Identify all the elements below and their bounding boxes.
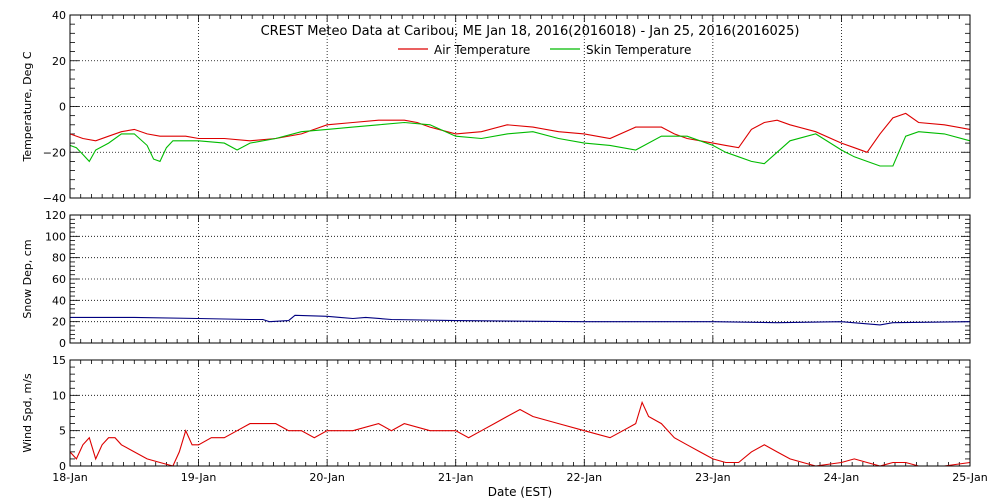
chart-title: CREST Meteo Data at Caribou, ME Jan 18, …	[261, 24, 800, 39]
y-axis-label: Wind Spd, m/s	[21, 373, 34, 453]
series-line-1-1	[69, 112, 971, 153]
y-tick-label: 80	[52, 252, 66, 265]
y-tick-label: −20	[43, 146, 66, 159]
y-tick-label: 40	[52, 294, 66, 307]
y-tick-label: 0	[59, 101, 66, 114]
y-tick-label: 20	[52, 316, 66, 329]
y-tick-label: 60	[52, 273, 66, 286]
y-tick-label: 5	[59, 425, 66, 438]
plot-frame	[69, 359, 971, 467]
y-tick-label: −40	[43, 192, 66, 205]
plot-frame	[69, 214, 971, 344]
plot-frame	[69, 14, 971, 199]
y-tick-label: 20	[52, 55, 66, 68]
y-tick-label: 10	[52, 389, 66, 402]
x-axis-label: Date (EST)	[488, 485, 552, 499]
series-line-3-1	[69, 400, 971, 467]
legend-label: Skin Temperature	[586, 43, 691, 57]
series-line-2-1	[70, 314, 971, 326]
y-tick-label: 0	[59, 460, 66, 473]
legend-label: Air Temperature	[434, 43, 530, 57]
x-tick-label: 19-Jan	[181, 471, 217, 484]
y-axis-label: Snow Dep, cm	[21, 239, 34, 318]
panel-2: 0 20 40 60 80 100 120 Snow Dep, cm	[21, 209, 971, 350]
y-tick-label: 40	[52, 9, 66, 22]
y-tick-label: 0	[59, 337, 66, 350]
y-tick-label: 15	[52, 354, 66, 367]
x-tick-label: 18-Jan	[52, 471, 88, 484]
series-line-1-2	[69, 121, 971, 167]
x-tick-label: 22-Jan	[567, 471, 603, 484]
y-tick-label: 100	[45, 230, 66, 243]
x-tick-label: 25-Jan	[952, 471, 988, 484]
panel-1: 40 20 0 −20 −40 Temperature, Deg C Air Tempera…	[21, 9, 971, 205]
x-tick-label: 20-Jan	[309, 471, 345, 484]
x-tick-label: 24-Jan	[824, 471, 860, 484]
y-axis-label: Temperature, Deg C	[21, 51, 34, 162]
y-tick-label: 120	[45, 209, 66, 222]
x-tick-label: 21-Jan	[438, 471, 474, 484]
panel-3: 0 5 10 15 Wind Spd, m/s	[21, 354, 971, 473]
legend: Air Temperature Skin Temperature	[398, 43, 691, 57]
x-tick-label: 23-Jan	[695, 471, 731, 484]
